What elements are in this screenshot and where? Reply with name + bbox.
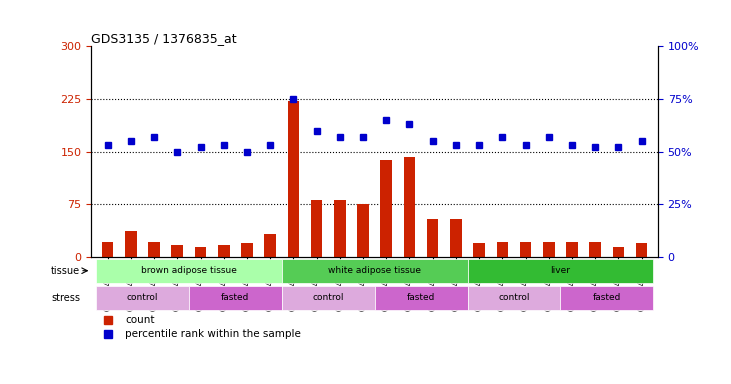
- Bar: [496, 242, 508, 257]
- Bar: [218, 245, 230, 257]
- Text: tissue: tissue: [51, 266, 80, 276]
- Bar: [334, 200, 346, 257]
- FancyBboxPatch shape: [189, 286, 281, 310]
- Text: count: count: [126, 315, 155, 325]
- Bar: [636, 243, 648, 257]
- Bar: [567, 242, 577, 257]
- Text: brown adipose tissue: brown adipose tissue: [141, 266, 237, 275]
- Bar: [404, 157, 415, 257]
- FancyBboxPatch shape: [281, 259, 468, 283]
- Bar: [125, 230, 137, 257]
- Text: percentile rank within the sample: percentile rank within the sample: [126, 329, 301, 339]
- Text: stress: stress: [51, 293, 80, 303]
- FancyBboxPatch shape: [468, 286, 561, 310]
- FancyBboxPatch shape: [96, 259, 281, 283]
- Bar: [172, 245, 183, 257]
- Bar: [241, 243, 253, 257]
- FancyBboxPatch shape: [96, 286, 189, 310]
- Bar: [450, 218, 462, 257]
- Text: white adipose tissue: white adipose tissue: [328, 266, 421, 275]
- Bar: [357, 205, 369, 257]
- Bar: [520, 242, 531, 257]
- FancyBboxPatch shape: [561, 286, 654, 310]
- Bar: [543, 242, 555, 257]
- Bar: [102, 242, 113, 257]
- Bar: [311, 200, 322, 257]
- Text: control: control: [312, 293, 344, 302]
- Text: fasted: fasted: [407, 293, 435, 302]
- Text: GDS3135 / 1376835_at: GDS3135 / 1376835_at: [91, 32, 237, 45]
- FancyBboxPatch shape: [375, 286, 468, 310]
- Bar: [473, 243, 485, 257]
- Text: fasted: fasted: [593, 293, 621, 302]
- Text: control: control: [126, 293, 158, 302]
- Bar: [148, 242, 160, 257]
- Text: liver: liver: [550, 266, 570, 275]
- Bar: [613, 247, 624, 257]
- Bar: [194, 247, 206, 257]
- Text: control: control: [499, 293, 530, 302]
- Bar: [380, 160, 392, 257]
- Bar: [589, 242, 601, 257]
- Bar: [287, 101, 299, 257]
- FancyBboxPatch shape: [281, 286, 375, 310]
- Bar: [427, 218, 439, 257]
- Bar: [265, 234, 276, 257]
- Text: fasted: fasted: [221, 293, 249, 302]
- FancyBboxPatch shape: [468, 259, 654, 283]
